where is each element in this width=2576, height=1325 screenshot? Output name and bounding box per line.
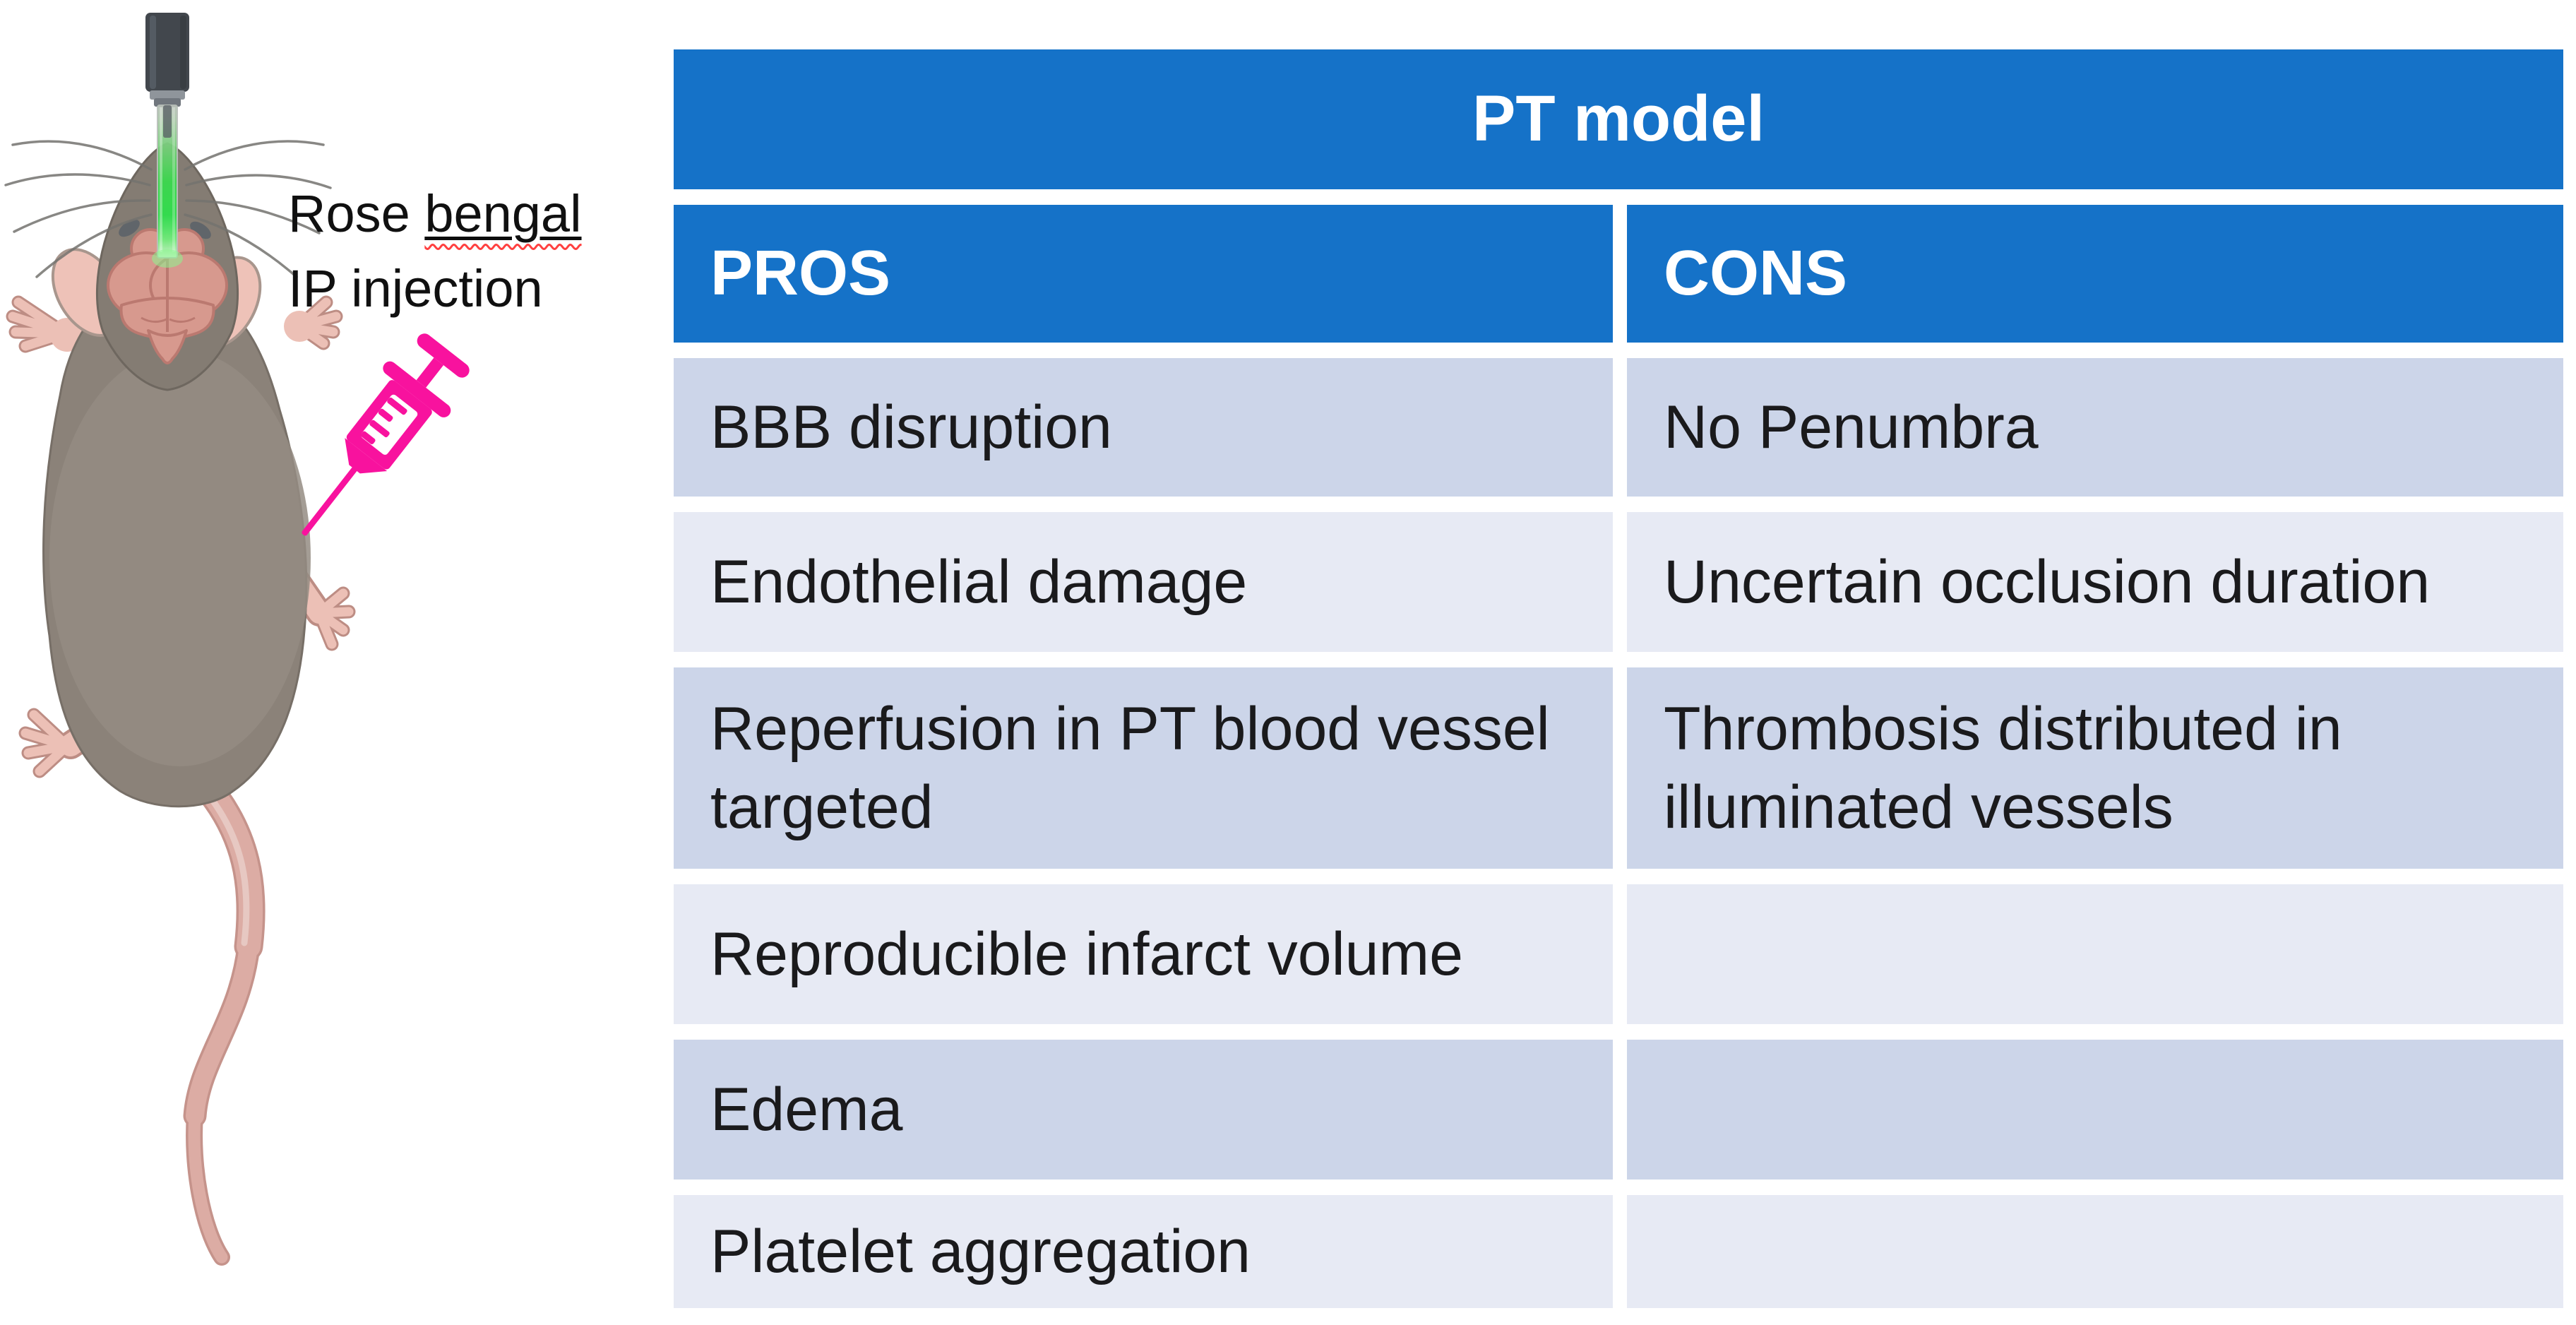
pros-cell: Edema [674,1040,1613,1180]
cons-cell: Uncertain occlusion duration [1627,512,2563,652]
column-header-pros: PROS [674,205,1613,343]
cons-cell [1627,884,2563,1024]
mouse-eyes [119,219,211,239]
pros-cell: Platelet aggregation [674,1195,1613,1308]
cons-cell: Thrombosis distributed in illuminated ve… [1627,667,2563,869]
mouse-tail [183,769,266,1266]
pt-model-table: PT model PROS CONS BBB disruption No Pen… [674,49,2563,1308]
pros-cell: Reperfusion in PT blood vessel targeted [674,667,1613,869]
pros-cell: Endothelial damage [674,512,1613,652]
misspelled-word: bengal [424,184,582,243]
pros-cell: Reproducible infarct volume [674,884,1613,1024]
mouse-dorsal-view [4,13,470,1266]
rose-bengal-label-line2: IP injection [288,259,543,318]
mouse-back-highlight [49,350,311,766]
rose-bengal-label: Rose bengal IP injection [288,177,582,326]
laser-glow [152,249,183,268]
syringe-icon [302,333,470,536]
pros-cell: BBB disruption [674,358,1613,497]
column-header-cons: CONS [1627,205,2563,343]
mouse-illustration-panel: Rose bengal IP injection [0,0,671,1325]
cons-cell [1627,1040,2563,1180]
optical-fiber-cannula-icon [145,13,189,268]
rose-bengal-label-line1: Rose bengal [288,184,582,243]
table-title: PT model [674,49,2563,189]
cons-cell: No Penumbra [1627,358,2563,497]
mouse-whiskers [4,140,332,278]
cons-cell [1627,1195,2563,1308]
